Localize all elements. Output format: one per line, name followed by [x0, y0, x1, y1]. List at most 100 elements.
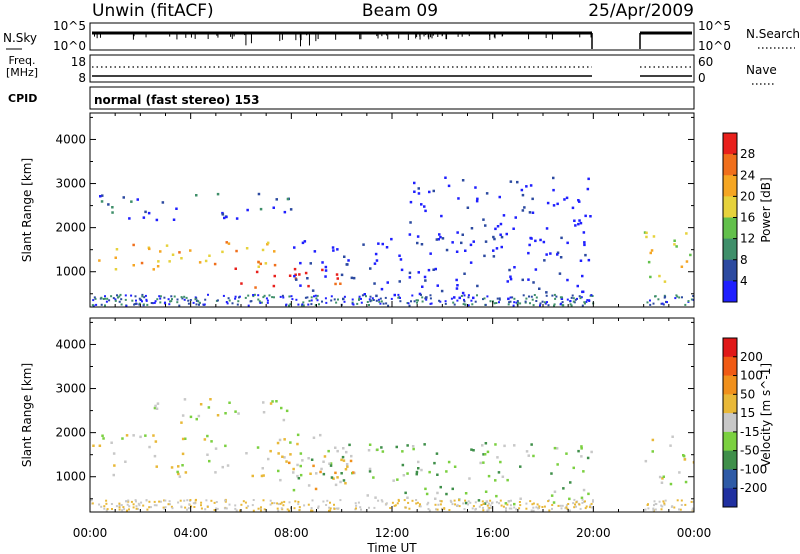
data-cell [445, 492, 448, 496]
ground-scatter-cell [482, 298, 484, 301]
data-cell [644, 459, 648, 463]
data-cell [660, 481, 664, 484]
ground-scatter-cell [368, 298, 371, 301]
freq-panel: Freq. [MHz] 18 8 60 0 Nave [6, 54, 777, 85]
data-cell [189, 249, 192, 252]
data-cell [349, 459, 353, 463]
data-cell [153, 406, 157, 410]
ground-scatter-cell [561, 296, 563, 299]
ground-scatter-cell [451, 503, 454, 506]
ground-scatter-cell [105, 300, 108, 303]
data-cell [649, 251, 652, 255]
data-cell [297, 477, 301, 480]
data-cell [463, 272, 466, 275]
ground-scatter-cell [333, 507, 336, 510]
data-cell [506, 280, 509, 283]
ground-scatter-cell [429, 302, 432, 305]
data-cell [237, 412, 240, 415]
data-cell [375, 259, 379, 262]
data-cell [156, 402, 160, 405]
data-cell [556, 253, 559, 256]
date-title: 25/Apr/2009 [588, 1, 694, 21]
ground-scatter-cell [545, 294, 548, 297]
ground-scatter-cell [200, 504, 202, 507]
ground-scatter-cell [675, 294, 678, 297]
ground-scatter-cell [427, 501, 430, 504]
ground-scatter-cell [100, 303, 103, 306]
data-cell [500, 235, 504, 239]
ground-scatter-cell [680, 504, 683, 506]
colorbar-tick-label: -200 [740, 481, 767, 495]
ground-scatter-cell [146, 303, 149, 306]
ground-scatter-cell [452, 301, 455, 304]
ground-scatter-cell [463, 294, 466, 297]
data-cell [436, 491, 439, 495]
ground-scatter-cell [535, 296, 538, 299]
ground-scatter-cell [678, 508, 680, 511]
data-cell [505, 232, 508, 236]
ground-scatter-cell [167, 503, 170, 506]
data-cell [580, 447, 583, 450]
data-cell [435, 238, 439, 241]
data-cell [682, 454, 685, 457]
data-cell [286, 197, 290, 201]
colorbar-tick-label: 20 [740, 189, 755, 203]
ground-scatter-cell [569, 300, 572, 302]
data-cell [227, 242, 231, 245]
ground-scatter-cell [467, 296, 470, 299]
ground-scatter-cell [496, 297, 499, 300]
data-cell [342, 459, 346, 462]
ground-scatter-cell [304, 296, 307, 299]
ground-scatter-cell [110, 295, 113, 298]
ground-scatter-cell [498, 298, 501, 301]
data-cell [289, 441, 292, 444]
data-cell [420, 468, 423, 472]
ground-scatter-cell [493, 302, 496, 305]
ground-scatter-cell [579, 507, 582, 510]
ground-scatter-cell [224, 500, 227, 503]
data-cell [303, 240, 307, 243]
data-cell [538, 287, 541, 290]
ground-scatter-cell [464, 303, 467, 306]
ground-scatter-cell [467, 500, 470, 503]
ground-scatter-cell [273, 296, 275, 299]
ground-scatter-cell [678, 296, 681, 299]
data-cell [466, 206, 470, 209]
data-cell [159, 250, 162, 253]
ground-scatter-cell [572, 502, 575, 505]
velocity-x-ticks [89, 318, 695, 512]
data-cell [484, 442, 488, 445]
ground-scatter-cell [529, 500, 532, 503]
data-cell [560, 297, 564, 300]
ground-scatter-cell [684, 303, 687, 306]
ground-scatter-cell [315, 297, 318, 300]
data-cell [334, 483, 338, 487]
y-tick-label: 2000 [55, 426, 86, 440]
ground-scatter-cell [663, 502, 666, 505]
ground-scatter-cell [151, 302, 154, 305]
ground-scatter-cell [104, 297, 107, 300]
ground-scatter-cell [415, 499, 418, 501]
ground-scatter-cell [280, 501, 283, 504]
ground-scatter-cell [408, 507, 411, 510]
ground-scatter-cell [411, 499, 414, 502]
data-cell [479, 461, 482, 465]
data-cell [482, 218, 485, 221]
data-cell [368, 443, 372, 446]
ground-scatter-cell [150, 302, 153, 304]
ground-scatter-cell [591, 295, 594, 297]
ground-scatter-cell [662, 303, 665, 306]
ground-scatter-cell [420, 293, 422, 296]
data-cell [342, 447, 345, 450]
data-cell [111, 211, 114, 214]
ground-scatter-cell [269, 503, 272, 506]
ground-scatter-cell [132, 506, 135, 509]
data-cell [294, 273, 297, 276]
data-cell [362, 243, 365, 246]
data-cell [168, 260, 171, 263]
data-cell [484, 490, 488, 493]
ground-scatter-cell [251, 504, 254, 507]
ground-scatter-cell [397, 293, 400, 296]
data-cell [273, 274, 276, 278]
ground-scatter-cell [90, 499, 93, 502]
